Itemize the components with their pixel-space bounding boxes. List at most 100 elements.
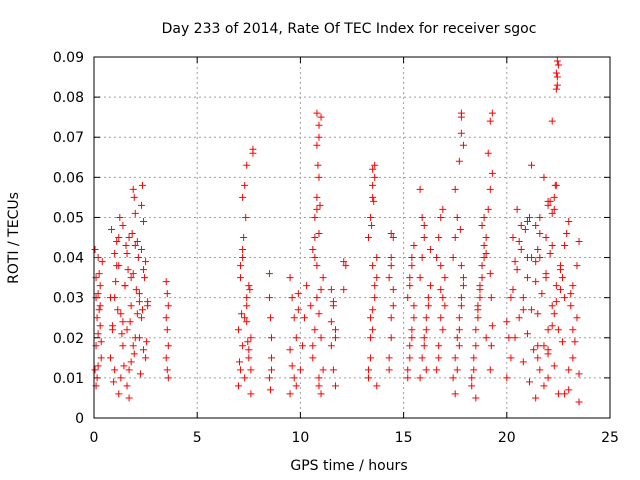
data-point xyxy=(125,234,133,241)
data-point xyxy=(439,326,447,334)
data-point xyxy=(137,246,145,254)
data-point xyxy=(563,229,571,237)
data-point xyxy=(486,117,494,125)
data-point xyxy=(314,161,322,169)
data-point xyxy=(247,366,255,374)
data-point xyxy=(119,342,127,350)
data-point xyxy=(140,266,148,274)
data-point xyxy=(313,205,321,213)
data-point xyxy=(418,354,426,362)
data-point xyxy=(426,246,434,254)
data-point xyxy=(115,390,123,398)
data-point xyxy=(536,254,544,262)
data-point xyxy=(385,354,393,362)
data-point xyxy=(523,217,531,225)
data-point xyxy=(389,286,397,294)
data-point xyxy=(387,229,395,237)
y-axis-label: ROTI / TECUs xyxy=(6,192,22,284)
data-point xyxy=(247,334,255,342)
data-point xyxy=(387,334,395,342)
data-point xyxy=(91,246,99,254)
y-tick-label: 0.02 xyxy=(53,331,84,347)
data-point xyxy=(238,310,246,318)
data-point xyxy=(96,282,104,290)
data-point xyxy=(478,221,486,229)
data-point xyxy=(124,266,132,274)
data-point xyxy=(503,374,511,382)
data-point xyxy=(553,81,561,89)
data-point xyxy=(410,314,418,322)
data-point xyxy=(441,302,449,310)
data-point xyxy=(245,346,253,354)
data-point xyxy=(313,141,321,149)
data-point xyxy=(534,310,542,318)
data-point xyxy=(569,282,577,290)
data-point xyxy=(474,306,482,314)
data-point xyxy=(457,302,465,310)
data-point xyxy=(241,314,249,322)
data-point xyxy=(120,362,128,370)
data-point xyxy=(119,318,127,326)
x-tick-label: 5 xyxy=(193,430,202,446)
data-point xyxy=(137,314,145,322)
data-point xyxy=(482,334,490,342)
data-point xyxy=(290,374,298,382)
data-point xyxy=(112,278,120,286)
data-point xyxy=(455,326,463,334)
data-point xyxy=(266,314,274,322)
data-point xyxy=(523,254,531,262)
data-point xyxy=(296,366,304,374)
data-point xyxy=(554,326,562,334)
y-tick-label: 0.01 xyxy=(53,371,84,387)
data-point xyxy=(468,382,476,390)
data-point xyxy=(455,342,463,350)
data-point xyxy=(329,298,337,306)
data-point xyxy=(129,342,137,350)
data-point xyxy=(127,302,135,310)
data-point xyxy=(265,270,273,278)
data-point xyxy=(288,362,296,370)
data-point xyxy=(453,213,461,221)
data-point xyxy=(96,302,104,310)
data-point xyxy=(561,390,569,398)
data-point xyxy=(309,354,317,362)
data-point xyxy=(313,193,321,201)
data-point xyxy=(435,342,443,350)
data-point xyxy=(123,382,131,390)
data-point xyxy=(523,274,531,282)
data-point xyxy=(513,205,521,213)
data-point xyxy=(315,229,323,237)
data-point xyxy=(246,286,254,294)
chart-title: Day 233 of 2014, Rate Of TEC Index for r… xyxy=(162,21,537,37)
x-tick-label: 15 xyxy=(395,430,413,446)
data-point xyxy=(532,394,540,402)
data-point xyxy=(507,354,515,362)
data-point xyxy=(457,294,465,302)
data-point xyxy=(142,354,150,362)
data-point xyxy=(523,330,531,338)
data-point xyxy=(313,262,321,270)
data-point xyxy=(536,213,544,221)
data-point xyxy=(554,61,562,69)
data-point xyxy=(327,342,335,350)
data-point xyxy=(286,390,294,398)
data-point xyxy=(426,282,434,290)
data-point xyxy=(131,242,139,250)
data-point xyxy=(559,338,567,346)
data-point xyxy=(519,294,527,302)
y-tick-label: 0.08 xyxy=(53,90,84,106)
data-point xyxy=(234,326,242,334)
data-point xyxy=(126,318,134,326)
data-point xyxy=(528,161,536,169)
data-point xyxy=(163,366,171,374)
y-tick-label: 0.04 xyxy=(53,251,84,267)
data-point xyxy=(480,213,488,221)
data-point xyxy=(123,326,131,334)
data-point xyxy=(234,382,242,390)
data-point xyxy=(317,334,325,342)
data-point xyxy=(513,266,521,274)
data-point xyxy=(385,274,393,282)
data-point xyxy=(369,193,377,201)
data-point xyxy=(265,294,273,302)
data-point xyxy=(107,354,115,362)
